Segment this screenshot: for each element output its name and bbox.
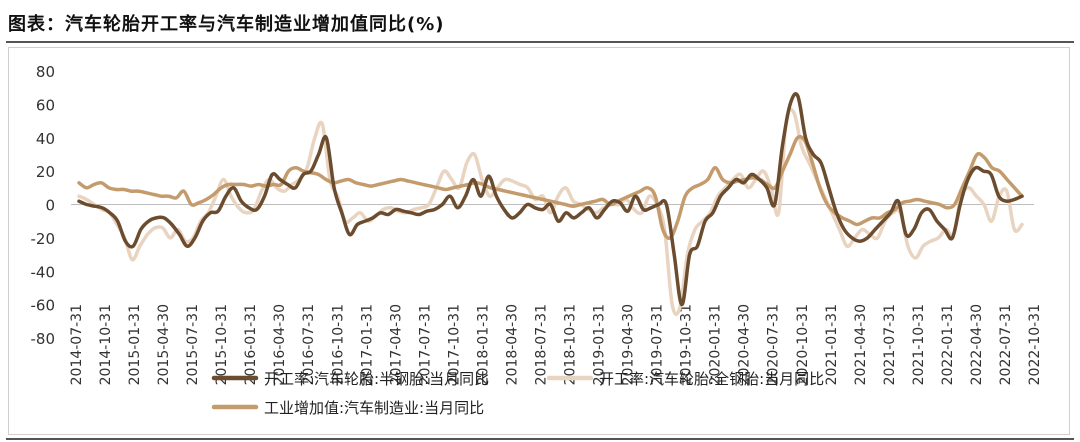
y-tick-label: -80 (31, 330, 56, 348)
legend-label-0: 开工率:汽车轮胎:半钢胎:当月同比 (264, 370, 489, 388)
x-tick-label: 2020-07-31 (766, 304, 782, 385)
x-tick-label: 2020-04-30 (737, 304, 753, 385)
x-tick-label: 2015-07-31 (185, 304, 201, 385)
y-axis: 80 60 40 20 0 -20 -40 -60 -80 (31, 63, 1034, 348)
x-tick-label: 2018-04-30 (504, 304, 520, 385)
x-tick-label: 2018-10-31 (563, 304, 579, 385)
x-tick-label: 2022-01-31 (940, 304, 956, 385)
x-tick-label: 2019-10-31 (679, 304, 695, 385)
x-tick-label: 2015-01-31 (127, 304, 143, 385)
legend: 开工率:汽车轮胎:半钢胎:当月同比 开工率:汽车轮胎:全钢胎:当月同比工业增加值:… (211, 370, 824, 417)
x-tick-label: 2017-01-31 (359, 304, 375, 385)
title-bar: 图表：汽车轮胎开工率与汽车制造业增加值同比(%) (0, 0, 1080, 43)
title-divider (6, 41, 1074, 43)
y-tick-label: -60 (31, 297, 56, 315)
x-tick-label: 2021-01-31 (824, 304, 840, 385)
x-tick-label: 2020-01-31 (708, 304, 724, 385)
chart-frame: 80 60 40 20 0 -20 -40 -60 -80 2014-07-31 2014-10-… (8, 47, 1070, 435)
series-layer (77, 92, 1024, 317)
x-tick-label: 2017-07-31 (417, 304, 433, 385)
x-tick-label: 2014-07-31 (69, 304, 85, 385)
x-tick-label: 2016-10-31 (330, 304, 346, 385)
y-tick-label: 40 (36, 130, 55, 148)
y-tick-label: 80 (36, 63, 55, 81)
x-tick-label: 2022-07-31 (998, 304, 1014, 385)
y-tick-label: -20 (31, 230, 56, 248)
x-tick-label: 2021-04-30 (853, 304, 869, 385)
bottom-divider (6, 438, 1074, 440)
x-tick-label: 2019-07-31 (650, 304, 666, 385)
x-tick-label: 2017-04-30 (388, 304, 404, 385)
x-axis: 2014-07-31 2014-10-31 2015-01-31 2015-04-30… (69, 304, 1043, 385)
y-tick-label: 60 (36, 96, 55, 114)
x-tick-label: 2018-01-31 (475, 304, 491, 385)
x-tick-label: 2014-10-31 (98, 304, 114, 385)
x-tick-label: 2019-04-30 (621, 304, 637, 385)
x-tick-label: 2015-04-30 (156, 304, 172, 385)
x-tick-label: 2017-10-31 (446, 304, 462, 385)
x-tick-label: 2021-07-31 (882, 304, 898, 385)
x-tick-label: 2016-07-31 (301, 304, 317, 385)
x-tick-label: 2018-07-31 (533, 304, 549, 385)
series-line-1 (77, 107, 1024, 317)
line-chart: 80 60 40 20 0 -20 -40 -60 -80 2014-07-31 2014-10-… (31, 63, 1044, 417)
y-tick-label: -40 (31, 263, 56, 281)
x-tick-label: 2022-04-30 (969, 304, 985, 385)
x-tick-label: 2019-01-31 (592, 304, 608, 385)
y-tick-label: 0 (45, 197, 55, 215)
x-tick-label: 2015-10-31 (214, 304, 230, 385)
x-tick-label: 2016-04-30 (272, 304, 288, 385)
x-tick-label: 2020-10-31 (795, 304, 811, 385)
legend-label-1: 开工率:汽车轮胎:全钢胎:当月同比 (599, 370, 824, 388)
y-tick-label: 20 (36, 163, 55, 181)
x-tick-label: 2022-10-31 (1027, 304, 1043, 385)
x-tick-label: 2021-10-31 (911, 304, 927, 385)
legend-label-2: 工业增加值:汽车制造业:当月同比 (264, 399, 484, 417)
series-line-2 (77, 134, 1024, 240)
chart-title: 图表：汽车轮胎开工率与汽车制造业增加值同比(%) (8, 14, 445, 35)
series-line-0 (77, 92, 1024, 307)
x-tick-label: 2016-01-31 (243, 304, 259, 385)
